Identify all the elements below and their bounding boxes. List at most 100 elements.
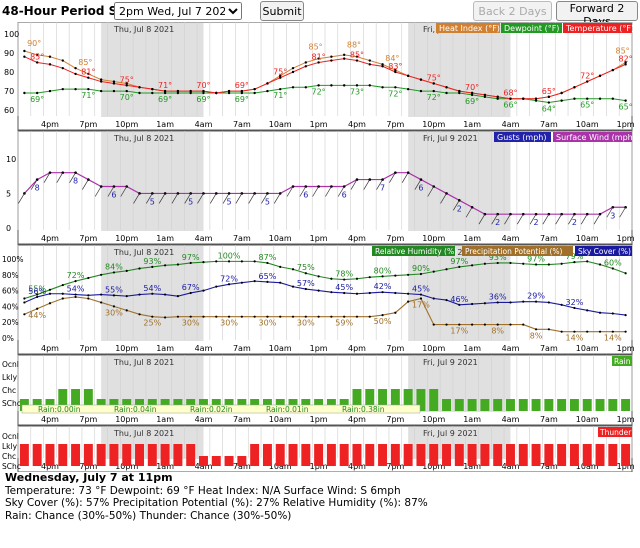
axis-tick-label: 7pm xyxy=(79,415,97,424)
thunder-bar xyxy=(135,444,144,466)
wind-barb xyxy=(427,186,435,197)
sky-cover-line-point xyxy=(87,294,90,297)
axis-tick-label: 7am xyxy=(233,462,251,471)
thunder-bar xyxy=(569,444,579,466)
precipitation-potential-line-point xyxy=(547,328,550,331)
sky-cover-line-point xyxy=(291,285,295,288)
thunder-bar xyxy=(58,444,68,466)
thunder-bar xyxy=(301,444,311,466)
heat-index-line-point xyxy=(74,66,77,70)
wind-barb xyxy=(414,179,422,190)
y-tick-label: 60% xyxy=(2,287,19,296)
y-tick-label: 10 xyxy=(6,155,16,164)
rain-amount-label: Rain:0.04in xyxy=(114,405,157,414)
precipitation-potential-line-point xyxy=(483,323,486,326)
humidity-label: 90% xyxy=(412,264,430,273)
dewpoint-line-point xyxy=(496,97,499,100)
wind-barb xyxy=(453,200,460,211)
thunder-bar xyxy=(442,444,451,466)
heat-index-label: 90° xyxy=(27,39,41,48)
humidity-label: 97% xyxy=(527,255,545,264)
axis-tick-label: 10am xyxy=(576,234,599,243)
dewpoint-line-point xyxy=(125,89,128,93)
axis-tick-label: 4am xyxy=(502,415,520,424)
axis-tick-label: 7am xyxy=(540,344,558,353)
wind-barb xyxy=(235,193,243,204)
wind-label: 2 xyxy=(457,204,462,213)
axis-tick-label: 1pm xyxy=(310,462,328,471)
y-tick-label: SChc xyxy=(2,399,21,408)
dewpoint-line-point xyxy=(240,91,244,95)
period-select[interactable]: 2pm Wed, Jul 7 2021 xyxy=(114,2,242,20)
precipitation-potential-line-point xyxy=(112,305,116,308)
sky-cover-line-point xyxy=(509,301,512,304)
axis-tick-label: 4am xyxy=(195,234,213,243)
thunder-bar xyxy=(531,444,541,466)
y-tick-label: Ocnl xyxy=(2,360,19,369)
axis-tick-label: 4pm xyxy=(41,462,59,471)
legend-swatch xyxy=(372,246,455,256)
wind-barb xyxy=(440,193,447,204)
precipitation-potential-line-point xyxy=(496,323,499,326)
temperature-line-point xyxy=(342,57,346,60)
summary-line-3: Rain: Chance (30%-50%) Thunder: Chance (… xyxy=(5,509,292,522)
temperature-line-point xyxy=(483,93,487,97)
thunder-bar xyxy=(557,444,567,466)
legend-swatch xyxy=(575,246,632,256)
temperature-line-point xyxy=(624,63,627,66)
axis-tick-label: 4am xyxy=(502,120,520,129)
submit-button[interactable]: Submit xyxy=(260,1,304,21)
precip-label: 14% xyxy=(604,334,622,343)
legend-swatch xyxy=(501,23,562,33)
dewpoint-line-point xyxy=(560,99,563,102)
precip-label: 8% xyxy=(530,331,543,340)
heat-index-line-point xyxy=(355,55,359,58)
dewpoint-label: 69° xyxy=(465,97,479,106)
wind-label: 8 xyxy=(35,184,40,193)
temperature-line-point xyxy=(35,61,39,64)
sky-cover-line-point xyxy=(215,285,218,288)
humidity-label: 93% xyxy=(489,253,507,262)
wind-barb xyxy=(184,193,191,204)
back-2-days-button[interactable]: Back 2 Days xyxy=(473,1,552,21)
sky-cover-line-point xyxy=(381,291,384,294)
dewpoint-line-point xyxy=(458,91,461,95)
precip-label: 17% xyxy=(450,327,468,336)
sky-cover-line-point xyxy=(279,281,282,284)
wind-barb xyxy=(94,186,102,197)
summary-line-2: Sky Cover (%): 57% Precipitation Potenti… xyxy=(5,497,428,509)
heat-index-line-point xyxy=(87,72,90,76)
rain-amount-label: Rain:0.01in xyxy=(266,405,309,414)
dewpoint-line-point xyxy=(189,91,192,95)
humidity-label: 72% xyxy=(67,271,85,280)
axis-tick-label: 7pm xyxy=(386,234,404,243)
forward-2-days-button[interactable]: Forward 2 Days xyxy=(556,1,638,28)
rain-bar xyxy=(365,389,375,411)
wind-label: 3 xyxy=(610,211,615,220)
precipitation-potential-line-point xyxy=(253,315,256,318)
dewpoint-line-point xyxy=(279,87,282,91)
dewpoint-line-point xyxy=(317,84,320,87)
precipitation-potential-line-point xyxy=(355,315,359,318)
temperature-line-point xyxy=(586,80,589,83)
sky-cover-label: 45% xyxy=(412,285,430,294)
sky-cover-label: 67% xyxy=(182,283,200,292)
sky-cover-line-point xyxy=(343,291,346,295)
temperature-line xyxy=(24,56,626,100)
sky-cover-line-point xyxy=(419,293,423,296)
temperature-line-point xyxy=(432,82,435,85)
temperature-line-point xyxy=(138,86,141,89)
thunder-bar xyxy=(480,444,490,466)
heat-index-line-point xyxy=(368,59,371,62)
temperature-line-point xyxy=(202,89,205,93)
axis-tick-label: 7am xyxy=(233,234,251,243)
sky-cover-line-point xyxy=(176,295,179,298)
relative-humidity-line-point xyxy=(48,288,52,291)
humidity-label: 80% xyxy=(374,266,392,275)
temperature-line-point xyxy=(394,70,397,74)
legend-label: Gusts (mph) xyxy=(497,133,546,142)
relative-humidity-line-point xyxy=(343,278,346,281)
legend-swatch xyxy=(553,132,632,142)
thunder-bar xyxy=(621,444,631,466)
heat-index-line-point xyxy=(330,55,333,58)
